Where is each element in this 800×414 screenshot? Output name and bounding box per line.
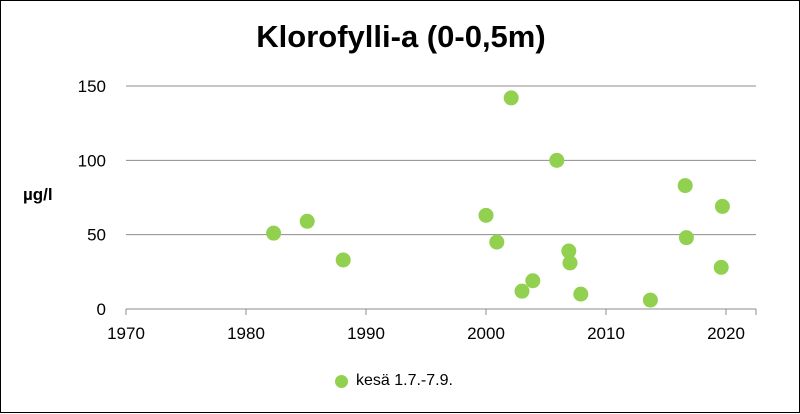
data-point — [266, 225, 282, 241]
x-tick-label: 2010 — [587, 324, 625, 343]
data-point — [335, 252, 351, 268]
data-point — [503, 90, 519, 106]
legend-label: kesä 1.7.-7.9. — [356, 372, 453, 389]
legend-marker-icon — [335, 374, 348, 388]
data-point — [561, 243, 577, 259]
x-tick-label: 1970 — [107, 324, 145, 343]
y-tick-label: 50 — [87, 226, 106, 245]
data-point — [514, 283, 530, 299]
data-point — [677, 178, 693, 194]
data-point — [549, 152, 565, 168]
data-point — [489, 234, 505, 250]
y-tick-label: 100 — [78, 151, 106, 170]
y-tick-label: 150 — [78, 77, 106, 96]
data-point — [642, 292, 658, 308]
x-tick-label: 1990 — [347, 324, 385, 343]
chart-title: Klorofylli-a (0-0,5m) — [256, 19, 546, 54]
data-point — [713, 259, 729, 275]
x-tick-label: 2000 — [467, 324, 505, 343]
data-point — [678, 230, 694, 246]
data-point — [478, 207, 494, 223]
x-tick-label: 2020 — [707, 324, 745, 343]
data-point — [525, 273, 541, 289]
x-tick-label: 1980 — [227, 324, 265, 343]
legend: kesä 1.7.-7.9. — [335, 372, 453, 390]
data-point — [562, 255, 578, 271]
y-axis-label: µg/l — [23, 185, 53, 204]
data-point — [299, 213, 315, 229]
data-point — [714, 198, 730, 214]
y-tick-label: 0 — [97, 300, 106, 319]
data-point — [573, 286, 589, 302]
